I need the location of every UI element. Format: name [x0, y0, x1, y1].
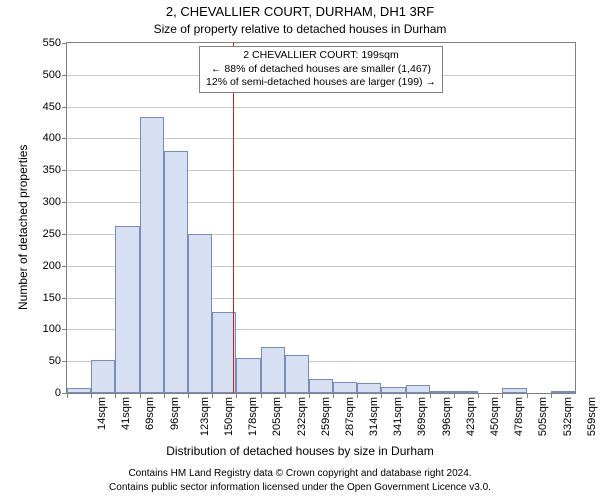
xtick-mark: [285, 393, 286, 398]
ytick-label: 0: [55, 387, 61, 399]
annotation-box: 2 CHEVALLIER COURT: 199sqm← 88% of detac…: [199, 46, 443, 93]
ytick-mark: [62, 43, 67, 44]
xtick-mark: [164, 393, 165, 398]
xtick-mark: [188, 393, 189, 398]
annotation-line: 2 CHEVALLIER COURT: 199sqm: [206, 49, 436, 63]
xtick-label: 314sqm: [364, 397, 380, 436]
xtick-label: 505sqm: [534, 397, 550, 436]
histogram-bar: [309, 379, 333, 393]
footer-line-2: Contains public sector information licen…: [0, 482, 600, 493]
xtick-mark: [454, 393, 455, 398]
ytick-label: 200: [43, 260, 61, 272]
xtick-mark: [527, 393, 528, 398]
xtick-label: 450sqm: [485, 397, 501, 436]
xtick-label: 559sqm: [582, 397, 598, 436]
histogram-bar: [381, 387, 405, 393]
xtick-mark: [406, 393, 407, 398]
histogram-bar: [188, 234, 212, 393]
x-axis-label: Distribution of detached houses by size …: [0, 444, 600, 458]
chart-title: 2, CHEVALLIER COURT, DURHAM, DH1 3RF: [0, 4, 600, 19]
ytick-label: 550: [43, 37, 61, 49]
ytick-label: 100: [43, 323, 61, 335]
xtick-label: 341sqm: [388, 397, 404, 436]
histogram-bar: [357, 383, 381, 393]
ytick-label: 150: [43, 292, 61, 304]
xtick-mark: [115, 393, 116, 398]
y-axis-label: Number of detached properties: [16, 145, 30, 310]
ytick-label: 400: [43, 132, 61, 144]
ytick-mark: [62, 298, 67, 299]
histogram-bar: [236, 358, 260, 393]
ytick-mark: [62, 138, 67, 139]
ytick-mark: [62, 266, 67, 267]
histogram-bar: [406, 385, 430, 393]
footer-line-1: Contains HM Land Registry data © Crown c…: [0, 468, 600, 479]
histogram-bar: [140, 117, 164, 393]
xtick-label: 259sqm: [316, 397, 332, 436]
histogram-bar: [115, 226, 139, 393]
histogram-bar: [67, 388, 91, 393]
xtick-mark: [309, 393, 310, 398]
ytick-label: 500: [43, 69, 61, 81]
xtick-label: 178sqm: [243, 397, 259, 436]
xtick-label: 232sqm: [292, 397, 308, 436]
xtick-mark: [357, 393, 358, 398]
plot-area: 05010015020025030035040045050055014sqm41…: [66, 42, 576, 394]
xtick-mark: [67, 393, 68, 398]
xtick-mark: [91, 393, 92, 398]
xtick-label: 532sqm: [558, 397, 574, 436]
histogram-bar: [333, 382, 357, 393]
histogram-bar: [454, 391, 478, 393]
histogram-bar: [502, 388, 526, 393]
ytick-mark: [62, 202, 67, 203]
xtick-mark: [333, 393, 334, 398]
ytick-mark: [62, 329, 67, 330]
ytick-label: 300: [43, 196, 61, 208]
xtick-label: 287sqm: [340, 397, 356, 436]
histogram-bar: [285, 355, 309, 393]
xtick-mark: [551, 393, 552, 398]
ytick-label: 50: [49, 355, 61, 367]
ytick-label: 450: [43, 101, 61, 113]
xtick-label: 369sqm: [413, 397, 429, 436]
xtick-mark: [140, 393, 141, 398]
ytick-mark: [62, 75, 67, 76]
histogram-bar: [164, 151, 188, 393]
xtick-mark: [381, 393, 382, 398]
xtick-label: 396sqm: [437, 397, 453, 436]
xtick-mark: [478, 393, 479, 398]
subject-marker-line: [233, 43, 234, 393]
xtick-mark: [430, 393, 431, 398]
ytick-label: 350: [43, 164, 61, 176]
xtick-label: 478sqm: [509, 397, 525, 436]
gridline-y: [67, 107, 575, 108]
xtick-mark: [236, 393, 237, 398]
xtick-label: 96sqm: [165, 397, 181, 430]
histogram-bar: [430, 391, 454, 393]
xtick-mark: [261, 393, 262, 398]
xtick-mark: [502, 393, 503, 398]
xtick-mark: [212, 393, 213, 398]
xtick-label: 423sqm: [461, 397, 477, 436]
xtick-label: 41sqm: [116, 397, 132, 430]
ytick-mark: [62, 170, 67, 171]
histogram-bar: [551, 391, 575, 393]
ytick-mark: [62, 361, 67, 362]
xtick-label: 14sqm: [92, 397, 108, 430]
annotation-line: ← 88% of detached houses are smaller (1,…: [206, 63, 436, 77]
annotation-line: 12% of semi-detached houses are larger (…: [206, 76, 436, 90]
histogram-bar: [91, 360, 115, 393]
ytick-mark: [62, 234, 67, 235]
xtick-label: 69sqm: [140, 397, 156, 430]
chart-subtitle: Size of property relative to detached ho…: [0, 22, 600, 36]
xtick-label: 205sqm: [267, 397, 283, 436]
histogram-bar: [261, 347, 285, 393]
ytick-label: 250: [43, 228, 61, 240]
xtick-label: 150sqm: [219, 397, 235, 436]
xtick-label: 123sqm: [195, 397, 211, 436]
ytick-mark: [62, 107, 67, 108]
